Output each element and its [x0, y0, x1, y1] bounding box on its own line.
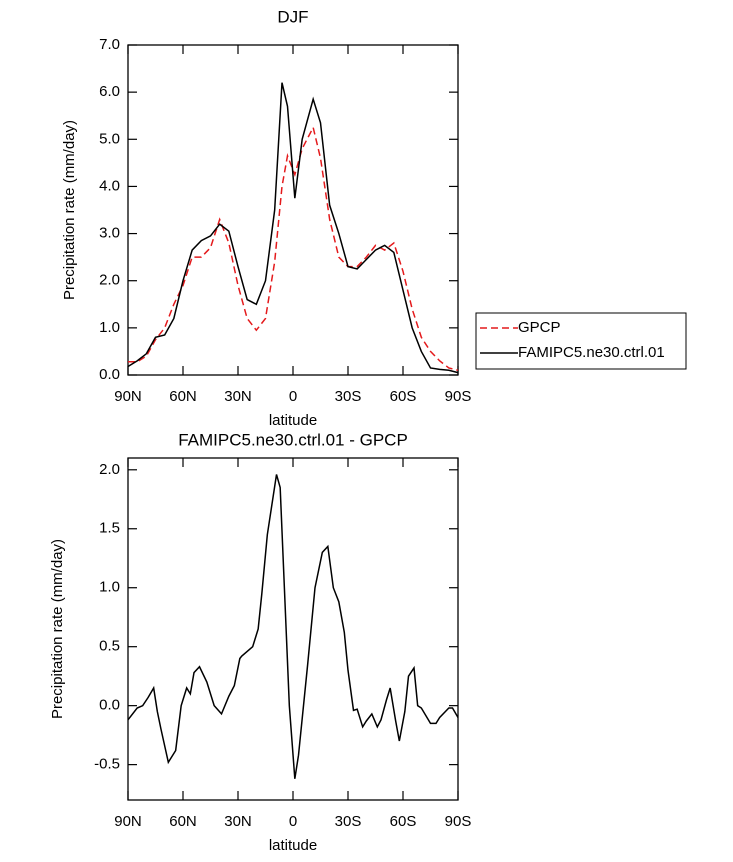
x-tick-label: 0: [289, 813, 297, 830]
data-line: [127, 474, 459, 779]
y-tick-label: 1.5: [99, 520, 120, 537]
data-line: [127, 82, 459, 374]
y-tick-label: 2.0: [99, 272, 120, 289]
plot-frame: [127, 44, 459, 376]
x-tick-label: 90N: [114, 813, 142, 830]
x-tick-label: 30N: [224, 388, 252, 405]
y-tick-label: 1.0: [99, 319, 120, 336]
y-tick-label: 3.0: [99, 225, 120, 242]
x-tick-label: 60N: [169, 813, 197, 830]
y-tick-label: 5.0: [99, 130, 120, 147]
x-tick-label: 60N: [169, 388, 197, 405]
x-tick-label: 0: [289, 388, 297, 405]
y-tick-label: -0.5: [94, 756, 120, 773]
x-tick-label: 30S: [335, 388, 362, 405]
x-tick-label: 30S: [335, 813, 362, 830]
y-axis-label: Precipitation rate (mm/day): [49, 539, 66, 719]
data-line: [128, 125, 459, 372]
y-tick-label: 0.0: [99, 697, 120, 714]
x-tick-label: 60S: [390, 388, 417, 405]
y-tick-label: 7.0: [99, 36, 120, 53]
y-tick-label: 0.5: [99, 638, 120, 655]
x-tick-label: 90S: [445, 813, 472, 830]
legend-label: FAMIPC5.ne30.ctrl.01: [518, 344, 665, 361]
y-tick-label: 0.0: [99, 366, 120, 383]
legend-box: [475, 312, 687, 370]
x-tick-label: 60S: [390, 813, 417, 830]
y-axis-label: Precipitation rate (mm/day): [61, 120, 78, 300]
x-tick-label: 90S: [445, 388, 472, 405]
x-tick-label: 30N: [224, 813, 252, 830]
chart-title: FAMIPC5.ne30.ctrl.01 - GPCP: [178, 430, 408, 449]
y-tick-label: 4.0: [99, 177, 120, 194]
chart-title: DJF: [277, 7, 308, 26]
legend-label: GPCP: [518, 319, 561, 336]
y-tick-label: 2.0: [99, 461, 120, 478]
y-tick-label: 6.0: [99, 83, 120, 100]
x-tick-label: 90N: [114, 388, 142, 405]
y-tick-label: 1.0: [99, 579, 120, 596]
x-axis-label: latitude: [269, 412, 317, 429]
x-axis-label: latitude: [269, 837, 317, 854]
